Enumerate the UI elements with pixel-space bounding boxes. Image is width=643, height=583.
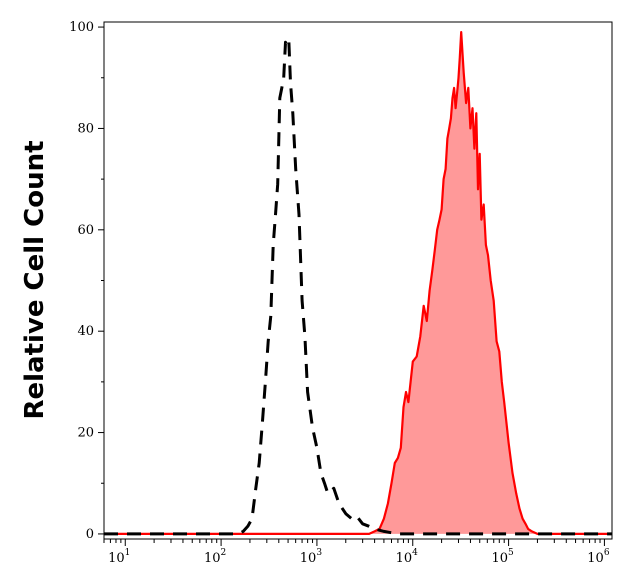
series-0-line	[104, 40, 612, 536]
x-tick-label: 101	[108, 548, 130, 566]
y-tick-label: 40	[77, 324, 94, 339]
y-tick-label: 80	[77, 121, 94, 136]
x-tick-label: 103	[300, 548, 323, 566]
y-tick-label: 60	[77, 223, 94, 238]
y-tick-label: 100	[69, 20, 94, 35]
x-tick-label: 104	[396, 548, 419, 566]
y-axis-ticks: 0 20 40 60 80 100	[69, 20, 104, 542]
series-1-line	[104, 31, 612, 535]
x-tick-label: 105	[491, 548, 514, 566]
y-tick-label: 0	[86, 527, 94, 542]
plot-area-frame	[103, 21, 613, 540]
y-tick-label: 20	[77, 426, 94, 441]
series-1-area	[104, 32, 612, 534]
x-tick-label: 106	[587, 548, 610, 566]
x-axis-ticks: 101 102 103 104 105 106	[103, 539, 610, 566]
series-layer	[104, 31, 612, 536]
x-tick-label: 102	[204, 548, 226, 566]
